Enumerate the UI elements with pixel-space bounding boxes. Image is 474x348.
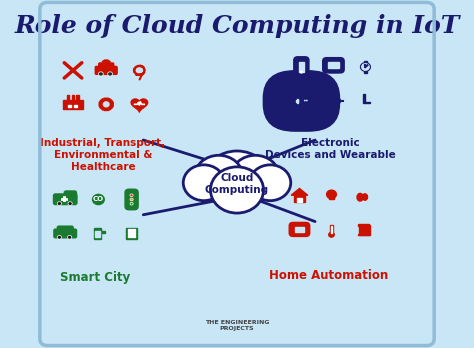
Text: CO: CO	[93, 197, 104, 203]
Circle shape	[301, 71, 302, 73]
Circle shape	[92, 195, 104, 205]
Bar	[362, 225, 364, 235]
Bar	[76, 95, 79, 100]
Circle shape	[130, 198, 133, 201]
Bar	[328, 62, 339, 68]
Bar	[330, 224, 333, 235]
Bar	[95, 231, 100, 237]
Bar	[74, 105, 77, 107]
Polygon shape	[99, 102, 101, 106]
Bar	[94, 228, 101, 239]
FancyBboxPatch shape	[64, 191, 76, 199]
Text: Role of Cloud Computing in IoT: Role of Cloud Computing in IoT	[14, 14, 460, 38]
Circle shape	[99, 72, 103, 76]
Circle shape	[231, 155, 279, 197]
Bar	[293, 195, 305, 203]
Circle shape	[130, 194, 133, 197]
Text: Electronic
Devices and Wearable: Electronic Devices and Wearable	[265, 138, 396, 160]
Circle shape	[327, 190, 337, 199]
Bar	[101, 231, 105, 234]
Polygon shape	[111, 102, 113, 106]
Circle shape	[210, 167, 264, 213]
Bar	[68, 105, 71, 107]
Bar	[131, 232, 132, 234]
Bar	[134, 236, 135, 237]
Polygon shape	[291, 188, 308, 195]
Bar	[294, 227, 304, 232]
Circle shape	[130, 202, 133, 205]
Bar	[297, 233, 301, 234]
Bar	[358, 224, 369, 226]
Bar	[296, 100, 299, 102]
Bar	[127, 228, 137, 239]
Circle shape	[250, 165, 291, 201]
Bar	[67, 95, 69, 100]
Polygon shape	[104, 98, 109, 100]
Polygon shape	[100, 107, 103, 110]
Text: THE ENGINEERING
PROJECTS: THE ENGINEERING PROJECTS	[205, 320, 269, 331]
Circle shape	[57, 235, 62, 239]
Text: Smart City: Smart City	[60, 271, 130, 284]
Circle shape	[183, 165, 224, 201]
Circle shape	[329, 232, 334, 237]
Bar	[368, 225, 370, 235]
Circle shape	[103, 102, 109, 107]
Bar	[128, 232, 129, 234]
Bar	[131, 229, 132, 231]
FancyBboxPatch shape	[99, 63, 114, 70]
FancyBboxPatch shape	[323, 58, 344, 73]
FancyBboxPatch shape	[57, 226, 73, 233]
Bar	[329, 196, 334, 199]
Circle shape	[362, 64, 369, 70]
FancyBboxPatch shape	[289, 222, 310, 236]
Polygon shape	[363, 94, 370, 103]
Bar	[297, 198, 301, 203]
Polygon shape	[357, 193, 363, 201]
Bar	[134, 232, 135, 234]
Circle shape	[195, 155, 243, 197]
Bar	[329, 71, 338, 72]
Circle shape	[67, 235, 72, 239]
Bar	[332, 69, 335, 71]
Polygon shape	[131, 99, 148, 112]
Polygon shape	[109, 107, 113, 110]
Circle shape	[108, 72, 112, 76]
Bar	[364, 61, 367, 63]
Circle shape	[304, 100, 306, 101]
Polygon shape	[363, 194, 367, 200]
Text: Home Automation: Home Automation	[269, 269, 388, 282]
Circle shape	[204, 151, 270, 209]
Circle shape	[106, 63, 107, 64]
Bar	[331, 226, 332, 234]
Bar	[359, 225, 361, 235]
Bar	[72, 95, 74, 100]
Polygon shape	[104, 109, 109, 110]
Circle shape	[361, 63, 370, 71]
Text: Industrial, Transport,
Environmental &
Healthcare: Industrial, Transport, Environmental & H…	[40, 138, 165, 172]
FancyBboxPatch shape	[294, 57, 309, 77]
Bar	[297, 99, 298, 103]
Bar	[128, 236, 129, 237]
FancyBboxPatch shape	[125, 189, 138, 210]
Circle shape	[306, 100, 308, 101]
Text: Cloud
Computing: Cloud Computing	[205, 173, 269, 195]
Bar	[365, 225, 367, 235]
Bar	[131, 236, 132, 237]
Bar	[358, 234, 369, 236]
Bar	[134, 229, 135, 231]
Circle shape	[68, 202, 72, 205]
Polygon shape	[100, 98, 103, 102]
FancyBboxPatch shape	[54, 194, 77, 205]
Bar	[63, 100, 83, 109]
Bar	[128, 229, 129, 231]
FancyBboxPatch shape	[95, 66, 117, 74]
FancyBboxPatch shape	[264, 71, 339, 131]
Bar	[299, 62, 303, 72]
Bar	[364, 71, 367, 73]
FancyBboxPatch shape	[54, 229, 76, 238]
Polygon shape	[109, 98, 113, 102]
Circle shape	[57, 202, 62, 205]
Circle shape	[100, 100, 112, 109]
FancyBboxPatch shape	[197, 177, 277, 200]
